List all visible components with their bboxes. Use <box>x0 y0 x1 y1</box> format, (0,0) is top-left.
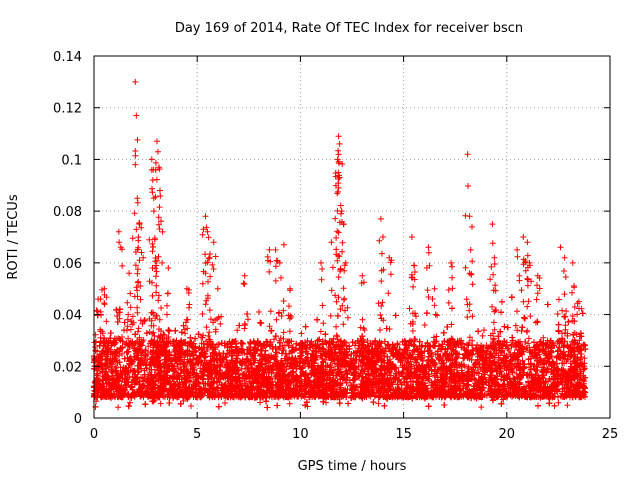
data-point <box>479 332 486 339</box>
data-point <box>107 330 114 336</box>
data-point <box>115 404 122 411</box>
data-point <box>119 350 126 357</box>
data-point <box>337 306 344 313</box>
chart-title: Day 169 of 2014, Rate Of TEC Index for r… <box>175 21 523 36</box>
data-point <box>359 316 366 323</box>
data-point <box>421 322 428 328</box>
data-point <box>286 400 293 407</box>
data-point <box>234 327 241 334</box>
data-point <box>481 327 487 334</box>
data-point <box>245 316 251 323</box>
data-points <box>91 78 589 411</box>
data-point <box>554 311 561 317</box>
data-point <box>514 327 521 334</box>
data-point <box>564 402 571 409</box>
data-point <box>518 328 525 334</box>
data-point <box>358 377 365 384</box>
data-point <box>527 313 534 320</box>
data-point <box>123 349 130 356</box>
data-point <box>257 399 264 406</box>
data-point <box>478 404 485 411</box>
grid-lines <box>94 56 610 418</box>
data-point <box>511 349 518 356</box>
data-point <box>340 321 347 328</box>
data-point <box>540 334 547 341</box>
data-point <box>409 328 416 334</box>
data-point <box>525 340 532 347</box>
data-point <box>127 399 133 406</box>
data-point <box>555 399 562 406</box>
data-point <box>157 400 164 407</box>
data-point <box>375 400 382 407</box>
data-point <box>298 330 305 337</box>
data-point <box>205 333 212 339</box>
data-point <box>103 318 110 325</box>
